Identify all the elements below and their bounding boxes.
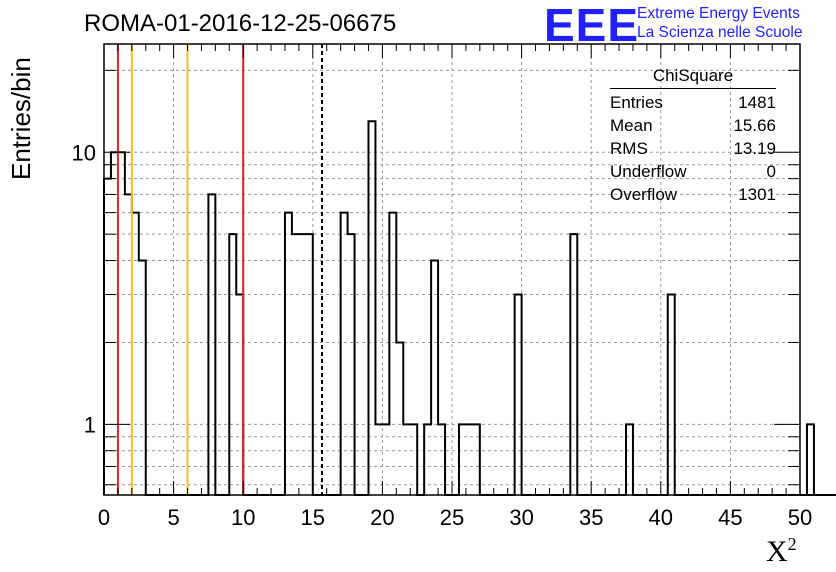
eee-logo: EEE — [544, 0, 640, 51]
x-tick-label: 50 — [788, 505, 812, 530]
x-axis-label: X2 — [766, 534, 797, 569]
stats-value: 1481 — [738, 93, 776, 112]
stats-row: Underflow 0 — [610, 160, 776, 183]
x-tick-label: 20 — [370, 505, 394, 530]
stats-box: ChiSquare Entries 1481 Mean 15.66 RMS 13.19… — [610, 66, 776, 206]
stats-row: Entries 1481 — [610, 91, 776, 114]
stats-value: 1301 — [738, 185, 776, 204]
stats-row: Overflow 1301 — [610, 183, 776, 206]
x-axis-label-main: X — [766, 535, 788, 568]
y-tick-label: 10 — [72, 140, 96, 165]
stats-title: ChiSquare — [610, 66, 776, 89]
x-tick-label: 0 — [98, 505, 110, 530]
y-tick-label: 1 — [84, 412, 96, 437]
x-tick-label: 25 — [440, 505, 464, 530]
x-tick-label: 5 — [167, 505, 179, 530]
stats-label: Mean — [610, 116, 653, 135]
logo-line-2: La Scienza nelle Scuole — [637, 24, 803, 41]
logo-caption: Extreme Energy Events La Scienza nelle S… — [637, 4, 802, 42]
x-tick-label: 35 — [579, 505, 603, 530]
stats-value: 15.66 — [733, 116, 776, 135]
y-axis-label: Entries/bin — [6, 57, 36, 180]
logo-line-1: Extreme Energy Events — [637, 5, 800, 22]
x-tick-label: 40 — [649, 505, 673, 530]
stats-label: Overflow — [610, 185, 678, 204]
x-tick-label: 30 — [509, 505, 533, 530]
stats-label: RMS — [610, 139, 648, 158]
stats-value: 13.19 — [733, 139, 776, 158]
stats-value: 0 — [766, 162, 776, 181]
chart-title: ROMA-01-2016-12-25-06675 — [84, 10, 397, 37]
x-axis-label-sup: 2 — [787, 534, 797, 554]
stats-row: Mean 15.66 — [610, 114, 776, 137]
stats-label: Underflow — [610, 162, 687, 181]
stats-label: Entries — [610, 93, 663, 112]
x-tick-label: 10 — [231, 505, 255, 530]
x-tick-label: 15 — [301, 505, 325, 530]
stats-row: RMS 13.19 — [610, 137, 776, 160]
x-tick-label: 45 — [718, 505, 742, 530]
